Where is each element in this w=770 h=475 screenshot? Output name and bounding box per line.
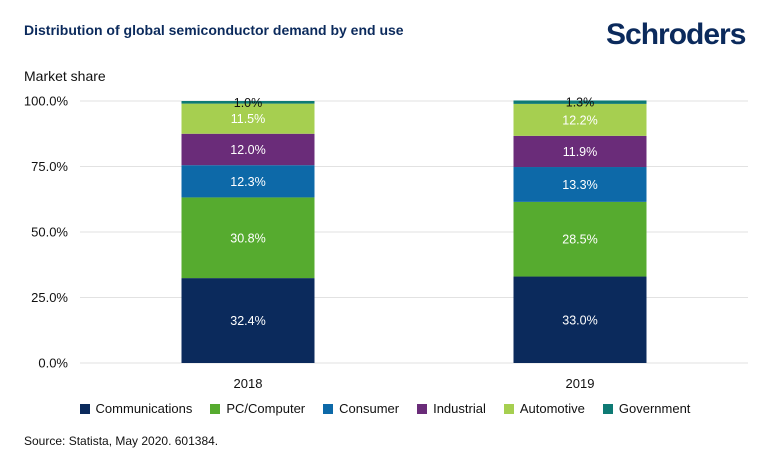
data-label: 12.3% [230, 175, 265, 189]
legend-swatch [503, 403, 514, 414]
legend-item: Communications [79, 401, 193, 416]
bar-segment [513, 201, 647, 277]
stacked-bar-chart: 0.0% 25.0% 50.0% 75.0% 100.0% 32.4% 30.8% 12.3%… [24, 94, 748, 391]
y-tick-label: 25.0% [31, 290, 68, 305]
legend: Communications PC/Computer Consumer Industr… [0, 401, 770, 416]
legend-label: Government [618, 401, 691, 416]
legend-item: Automotive [503, 401, 585, 416]
bar-segment [181, 101, 315, 104]
bar-segment [181, 165, 315, 198]
data-label: 12.0% [230, 143, 265, 157]
bar-segment [513, 103, 647, 136]
legend-label: Industrial [433, 401, 486, 416]
bar-segment [181, 278, 315, 363]
data-label: 32.4% [230, 314, 265, 328]
legend-label: PC/Computer [226, 401, 306, 416]
bar-segment [513, 167, 647, 202]
legend-label: Consumer [339, 401, 400, 416]
data-label: 1.3% [566, 96, 595, 110]
bar-segment [513, 100, 647, 104]
legend-swatch [417, 403, 428, 414]
legend-swatch [210, 403, 221, 414]
data-label: 13.3% [562, 178, 597, 192]
chart-title: Distribution of global semiconductor dem… [24, 22, 404, 38]
data-label: 1.0% [234, 96, 263, 110]
legend-swatch [79, 403, 90, 414]
legend-item: Industrial [417, 401, 486, 416]
data-label: 33.0% [562, 313, 597, 327]
data-label: 12.2% [562, 113, 597, 127]
data-label: 28.5% [562, 233, 597, 247]
x-tick-label: 2019 [566, 376, 595, 391]
bar-segment [513, 276, 647, 363]
bar-segment [181, 133, 315, 166]
source-note: Source: Statista, May 2020. 601384. [24, 434, 219, 448]
legend-item: Government [602, 401, 691, 416]
data-label: 11.9% [563, 145, 598, 159]
legend-label: Communications [95, 401, 193, 416]
y-tick-label: 100.0% [24, 94, 69, 109]
y-tick-label: 0.0% [38, 356, 68, 371]
bar-segment [513, 135, 647, 168]
schroders-logo: Schroders [606, 18, 746, 51]
data-label: 30.8% [230, 231, 265, 245]
data-label: 11.5% [231, 112, 266, 126]
legend-swatch [323, 403, 334, 414]
legend-swatch [602, 403, 613, 414]
legend-label: Automotive [519, 401, 585, 416]
y-tick-label: 75.0% [31, 159, 68, 174]
x-tick-label: 2018 [234, 376, 263, 391]
y-tick-label: 50.0% [31, 225, 68, 240]
bar-segment [181, 197, 315, 279]
legend-item: Consumer [323, 401, 399, 416]
y-axis-title: Market share [24, 68, 106, 84]
bar-segment [181, 103, 315, 134]
legend-item: PC/Computer [210, 401, 305, 416]
